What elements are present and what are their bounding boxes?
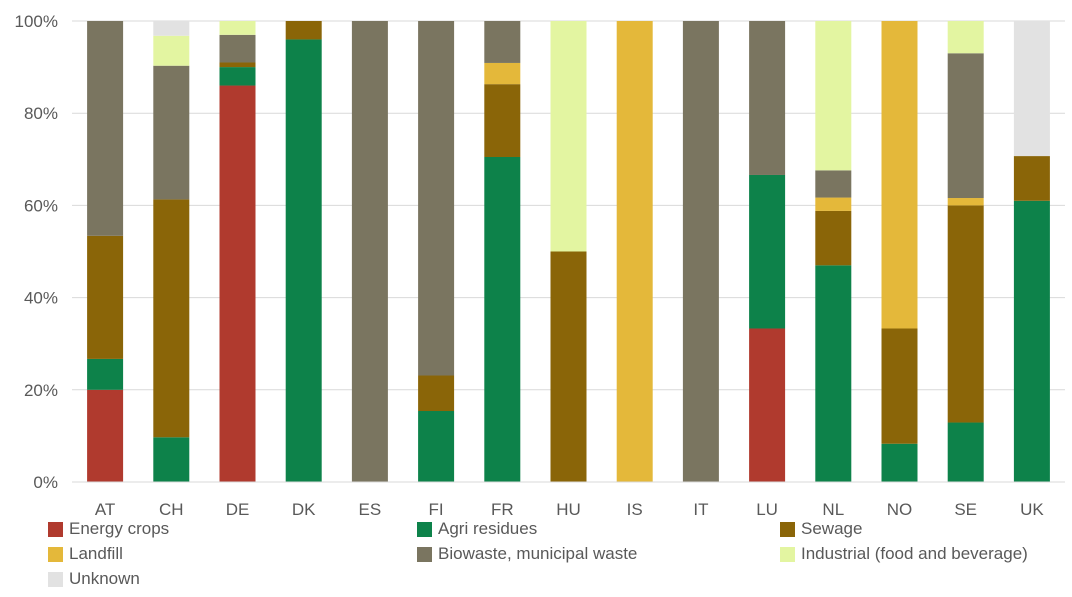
bar-segment-lu-1 [749,174,786,329]
bar-segment-se-5 [947,21,984,54]
bar-segment-at-1 [87,358,124,390]
bar-segment-at-0 [87,389,124,482]
bar-segment-uk-1 [1013,200,1050,483]
x-tick-label: IT [693,500,708,519]
y-tick-label: 80% [24,104,58,123]
bar-segment-de-0 [219,85,256,482]
x-tick-label: FR [491,500,514,519]
bar-segment-ch-1 [153,437,190,482]
x-tick-label: IS [627,500,643,519]
bar-segment-fi-1 [418,411,455,482]
x-tick-label: NO [887,500,913,519]
bar-segment-de-5 [219,21,256,35]
bar-segment-ch-5 [153,35,190,66]
bar-segment-lu-0 [749,328,786,482]
y-tick-label: 40% [24,289,58,308]
y-tick-label: 20% [24,381,58,400]
bar-segment-is-3 [616,21,653,482]
bar-segment-at-4 [87,21,124,236]
bar-segment-de-2 [219,62,256,68]
bar-segment-fr-1 [484,156,521,482]
bar-segment-ch-6 [153,21,190,36]
bar-segment-hu-5 [550,21,587,252]
y-tick-label: 60% [24,196,58,215]
bar-segment-nl-5 [815,21,852,171]
x-tick-label: AT [95,500,115,519]
bar-segment-fi-2 [418,375,455,412]
bar-segment-it-4 [682,21,719,482]
x-axis-tick-labels: AT CH DE DK ES FI FR HU IS IT LU NL NO SE UK [95,500,1044,519]
bar-segment-ch-4 [153,65,190,200]
x-tick-label: DE [226,500,250,519]
bar-segment-se-4 [947,53,984,199]
bar-segment-uk-2 [1013,156,1050,201]
bar-segment-no-1 [881,443,918,482]
x-tick-label: HU [556,500,581,519]
bar-segment-dk-2 [285,21,322,40]
y-axis-tick-labels: 0% 20% 40% 60% 80% 100% [15,12,58,492]
bar-segment-nl-4 [815,170,852,198]
bar-segment-hu-2 [550,251,587,482]
bar-segment-nl-1 [815,265,852,482]
bar-segment-nl-3 [815,197,852,211]
bar-segment-uk-6 [1013,21,1050,157]
y-tick-label: 100% [15,12,58,31]
x-tick-label: DK [292,500,316,519]
x-tick-label: SE [954,500,977,519]
x-tick-label: UK [1020,500,1044,519]
bar-segment-fr-4 [484,21,521,63]
bar-segment-no-2 [881,328,918,444]
x-tick-label: NL [822,500,844,519]
bars [87,21,1050,483]
x-tick-label: FI [429,500,444,519]
x-tick-label: CH [159,500,184,519]
bar-segment-se-1 [947,422,984,482]
bar-segment-dk-1 [285,39,322,482]
bar-segment-nl-2 [815,210,852,266]
bar-segment-fr-3 [484,62,521,85]
bar-segment-fr-2 [484,84,521,157]
bar-segment-no-3 [881,21,918,329]
bar-segment-se-2 [947,205,984,423]
bar-segment-de-1 [219,67,256,86]
bar-segment-lu-4 [749,21,786,175]
x-tick-label: LU [756,500,778,519]
x-tick-label: ES [359,500,382,519]
bar-segment-ch-2 [153,199,190,438]
bar-segment-es-4 [351,21,388,482]
y-tick-label: 0% [33,473,58,492]
bar-segment-at-2 [87,235,124,359]
bar-segment-fi-4 [418,21,455,376]
bar-segment-de-4 [219,34,256,63]
bar-segment-se-3 [947,198,984,206]
